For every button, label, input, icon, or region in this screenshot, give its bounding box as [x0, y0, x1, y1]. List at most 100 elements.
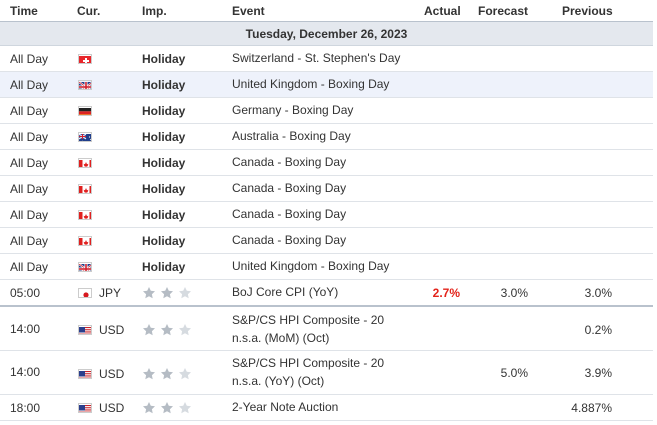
row-event[interactable]: Canada - Boxing Day	[232, 233, 347, 247]
row-importance: Holiday	[142, 156, 186, 170]
row-event[interactable]: United Kingdom - Boxing Day	[232, 77, 390, 91]
header-previous[interactable]: Previous	[562, 4, 613, 18]
row-event[interactable]: Germany - Boxing Day	[232, 103, 354, 117]
row-time: All Day	[10, 182, 49, 196]
header-time[interactable]: Time	[10, 4, 38, 18]
row-importance: Holiday	[142, 130, 186, 144]
star-icon	[178, 286, 192, 300]
flag-australia-icon	[78, 132, 92, 142]
table-row[interactable]: All Day Holiday Canada - Boxing Day	[0, 150, 653, 176]
row-forecast: 5.0%	[500, 366, 528, 380]
star-icon	[142, 286, 156, 300]
row-time: 14:00	[10, 322, 41, 336]
day-header: Tuesday, December 26, 2023	[0, 22, 653, 46]
flag-canada-icon	[78, 210, 92, 220]
row-actual: 2.7%	[432, 286, 460, 300]
flag-united-states-icon	[78, 325, 92, 335]
table-row[interactable]: All Day Holiday Switzerland - St. Stephe…	[0, 46, 653, 72]
row-importance: Holiday	[142, 78, 186, 92]
star-icon	[178, 401, 192, 415]
star-icon	[142, 367, 156, 381]
row-event[interactable]: S&P/CS HPI Composite - 20 n.s.a. (MoM) (…	[232, 311, 384, 347]
table-row[interactable]: 18:00 USD 2-Year Note Auction 4.887%	[0, 395, 653, 421]
flag-switzerland-icon	[78, 54, 92, 64]
header-currency[interactable]: Cur.	[77, 4, 101, 18]
row-time: All Day	[10, 78, 49, 92]
flag-germany-icon	[78, 106, 92, 116]
row-event[interactable]: Switzerland - St. Stephen's Day	[232, 51, 401, 65]
row-importance: Holiday	[142, 52, 186, 66]
table-row[interactable]: 14:00 USD S&P/CS HPI Composite - 20 n.s.…	[0, 351, 653, 395]
table-row[interactable]: All Day Holiday Canada - Boxing Day	[0, 228, 653, 254]
row-time: All Day	[10, 156, 49, 170]
row-event[interactable]: Canada - Boxing Day	[232, 181, 347, 195]
row-importance: Holiday	[142, 234, 186, 248]
flag-united-states-icon	[78, 369, 92, 379]
row-time: 18:00	[10, 401, 41, 415]
table-row[interactable]: All Day Holiday United Kingdom - Boxing …	[0, 72, 653, 98]
star-icon	[160, 286, 174, 300]
row-event-line2: n.s.a. (YoY) (Oct)	[232, 374, 325, 388]
row-time: All Day	[10, 104, 49, 118]
importance-stars	[142, 366, 196, 381]
row-importance: Holiday	[142, 104, 186, 118]
row-previous: 3.0%	[584, 286, 612, 300]
row-time: 05:00	[10, 286, 41, 300]
flag-united-states-icon	[78, 403, 92, 413]
row-importance: Holiday	[142, 260, 186, 274]
row-previous: 4.887%	[571, 401, 612, 415]
header-event[interactable]: Event	[232, 4, 265, 18]
row-event-line1: S&P/CS HPI Composite - 20	[232, 313, 385, 327]
row-time: All Day	[10, 260, 49, 274]
flag-canada-icon	[78, 158, 92, 168]
star-icon	[160, 401, 174, 415]
header-forecast[interactable]: Forecast	[478, 4, 529, 18]
header-actual[interactable]: Actual	[424, 4, 461, 18]
flag-canada-icon	[78, 184, 92, 194]
row-event-line1: S&P/CS HPI Composite - 20	[232, 356, 385, 370]
row-event[interactable]: BoJ Core CPI (YoY)	[232, 285, 339, 299]
importance-stars	[142, 322, 196, 337]
table-row[interactable]: All Day Holiday Canada - Boxing Day	[0, 202, 653, 228]
table-row[interactable]: All Day Holiday Australia - Boxing Day	[0, 124, 653, 150]
flag-canada-icon	[78, 236, 92, 246]
row-importance: Holiday	[142, 208, 186, 222]
row-time: All Day	[10, 208, 49, 222]
importance-stars	[142, 400, 196, 415]
row-currency: USD	[99, 367, 125, 381]
row-time: All Day	[10, 52, 49, 66]
row-forecast: 3.0%	[500, 286, 528, 300]
flag-united-kingdom-icon	[78, 262, 92, 272]
star-icon	[160, 367, 174, 381]
table-row[interactable]: 05:00 JPY BoJ Core CPI (YoY) 2.7% 3.0% 3…	[0, 280, 653, 306]
row-event[interactable]: S&P/CS HPI Composite - 20 n.s.a. (YoY) (…	[232, 354, 384, 390]
row-time: 14:00	[10, 365, 41, 379]
table-row[interactable]: All Day Holiday Germany - Boxing Day	[0, 98, 653, 124]
header-importance[interactable]: Imp.	[142, 4, 167, 18]
star-icon	[142, 401, 156, 415]
row-event[interactable]: Australia - Boxing Day	[232, 129, 351, 143]
row-time: All Day	[10, 234, 49, 248]
row-currency: USD	[99, 323, 125, 337]
star-icon	[142, 323, 156, 337]
row-previous: 0.2%	[584, 323, 612, 337]
flag-united-kingdom-icon	[78, 80, 92, 90]
row-time: All Day	[10, 130, 49, 144]
row-previous: 3.9%	[584, 366, 612, 380]
star-icon	[178, 323, 192, 337]
time-separator	[0, 305, 653, 307]
row-importance: Holiday	[142, 182, 186, 196]
row-event[interactable]: Canada - Boxing Day	[232, 155, 347, 169]
importance-stars	[142, 285, 196, 300]
star-icon	[160, 323, 174, 337]
table-row[interactable]: 14:00 USD S&P/CS HPI Composite - 20 n.s.…	[0, 308, 653, 351]
star-icon	[178, 367, 192, 381]
row-event[interactable]: Canada - Boxing Day	[232, 207, 347, 221]
row-event[interactable]: 2-Year Note Auction	[232, 400, 339, 414]
table-row[interactable]: All Day Holiday Canada - Boxing Day	[0, 176, 653, 202]
flag-japan-icon	[78, 288, 92, 298]
row-event-line2: n.s.a. (MoM) (Oct)	[232, 331, 330, 345]
row-event[interactable]: United Kingdom - Boxing Day	[232, 259, 390, 273]
table-row[interactable]: All Day Holiday United Kingdom - Boxing …	[0, 254, 653, 280]
